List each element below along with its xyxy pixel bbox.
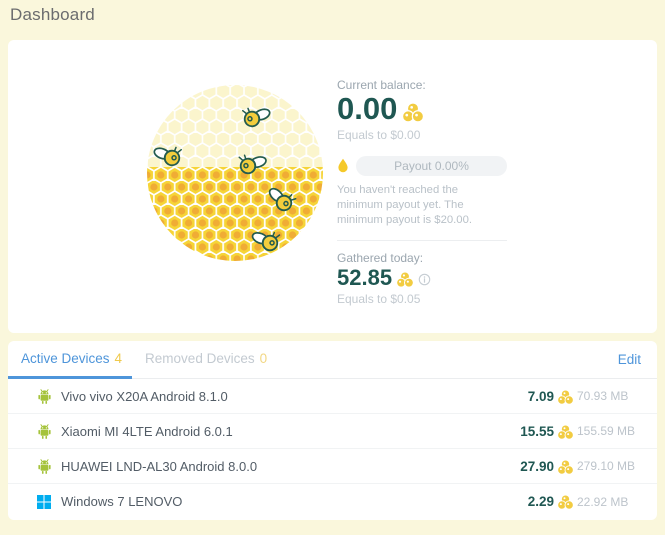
tab-removed-devices-count: 0 xyxy=(259,351,268,366)
device-traffic: 22.92 MB xyxy=(577,494,629,509)
honeycomb-cluster-icon xyxy=(558,459,573,475)
device-traffic: 70.93 MB xyxy=(577,389,629,403)
device-row[interactable]: HUAWEI LND-AL30 Android 8.0.0 27.90 279.… xyxy=(8,449,657,484)
tab-active-devices-label: Active Devices xyxy=(21,351,110,366)
honeycomb-illustration xyxy=(147,85,323,266)
android-icon xyxy=(37,388,51,404)
balance-card: Current balance: 0.00 Equals to $0.00 Pa… xyxy=(8,40,657,333)
honeycomb-cluster-icon xyxy=(403,103,424,123)
gathered-equals: Equals to $0.05 xyxy=(337,292,421,307)
android-icon xyxy=(37,423,51,439)
device-list: Vivo vivo X20A Android 8.1.0 7.09 70.93 … xyxy=(8,379,657,519)
payout-note: You haven't reached the minimum payout y… xyxy=(337,183,473,227)
honeycomb-svg xyxy=(147,85,323,261)
page-title: Dashboard xyxy=(10,5,95,24)
gathered-today-value: 52.85 xyxy=(337,265,393,291)
current-balance-label: Current balance: xyxy=(337,78,426,92)
android-icon xyxy=(37,458,51,474)
device-traffic: 279.10 MB xyxy=(577,459,636,473)
device-traffic: 155.59 MB xyxy=(577,424,636,438)
devices-tabbar: Active Devices 4 Removed Devices 0 Edit xyxy=(8,341,657,379)
honeycomb-cluster-icon xyxy=(558,424,573,440)
os-icon-wrap xyxy=(36,388,52,405)
gathered-today-row: 52.85 xyxy=(337,266,507,290)
info-icon[interactable] xyxy=(418,273,431,286)
device-earning: 15.55 xyxy=(520,423,554,439)
stats-column: Current balance: 0.00 Equals to $0.00 Pa… xyxy=(337,78,507,306)
os-icon-wrap xyxy=(36,423,52,440)
stats-divider xyxy=(337,240,507,242)
payout-progress: Payout 0.00% xyxy=(356,155,507,176)
device-row[interactable]: Windows 7 LENOVO 2.29 22.92 MB xyxy=(8,484,657,519)
device-row[interactable]: Vivo vivo X20A Android 8.1.0 7.09 70.93 … xyxy=(8,379,657,414)
device-earning: 27.90 xyxy=(520,458,554,474)
os-icon-wrap xyxy=(36,458,52,475)
honeycomb-cluster-icon xyxy=(397,271,414,288)
payout-row: Payout 0.00% xyxy=(337,155,507,176)
devices-card: Active Devices 4 Removed Devices 0 Edit xyxy=(8,341,657,520)
os-icon-wrap xyxy=(36,494,52,509)
device-name: Vivo vivo X20A Android 8.1.0 xyxy=(61,388,228,404)
device-name: Windows 7 LENOVO xyxy=(61,494,183,509)
device-earning: 7.09 xyxy=(527,388,554,404)
device-row[interactable]: Xiaomi MI 4LTE Android 6.0.1 15.55 155.5… xyxy=(8,414,657,449)
honeycomb-cluster-icon xyxy=(558,389,573,405)
gathered-today-label: Gathered today: xyxy=(337,251,424,266)
current-balance-value: 0.00 xyxy=(337,91,398,126)
edit-devices-link[interactable]: Edit xyxy=(617,352,641,367)
payout-droplet-icon xyxy=(338,158,348,173)
device-name: Xiaomi MI 4LTE Android 6.0.1 xyxy=(61,423,233,439)
windows-icon xyxy=(37,494,51,509)
current-balance-row: 0.00 xyxy=(337,91,507,126)
tab-removed-devices-label: Removed Devices xyxy=(145,351,255,366)
honeycomb-cluster-icon xyxy=(558,495,573,510)
tab-active-devices-count: 4 xyxy=(114,351,123,366)
tab-removed-devices[interactable]: Removed Devices 0 xyxy=(132,341,277,379)
device-earning: 2.29 xyxy=(527,494,554,509)
device-name: HUAWEI LND-AL30 Android 8.0.0 xyxy=(61,458,258,474)
balance-equals: Equals to $0.00 xyxy=(337,127,421,142)
tab-active-devices[interactable]: Active Devices 4 xyxy=(8,341,133,379)
